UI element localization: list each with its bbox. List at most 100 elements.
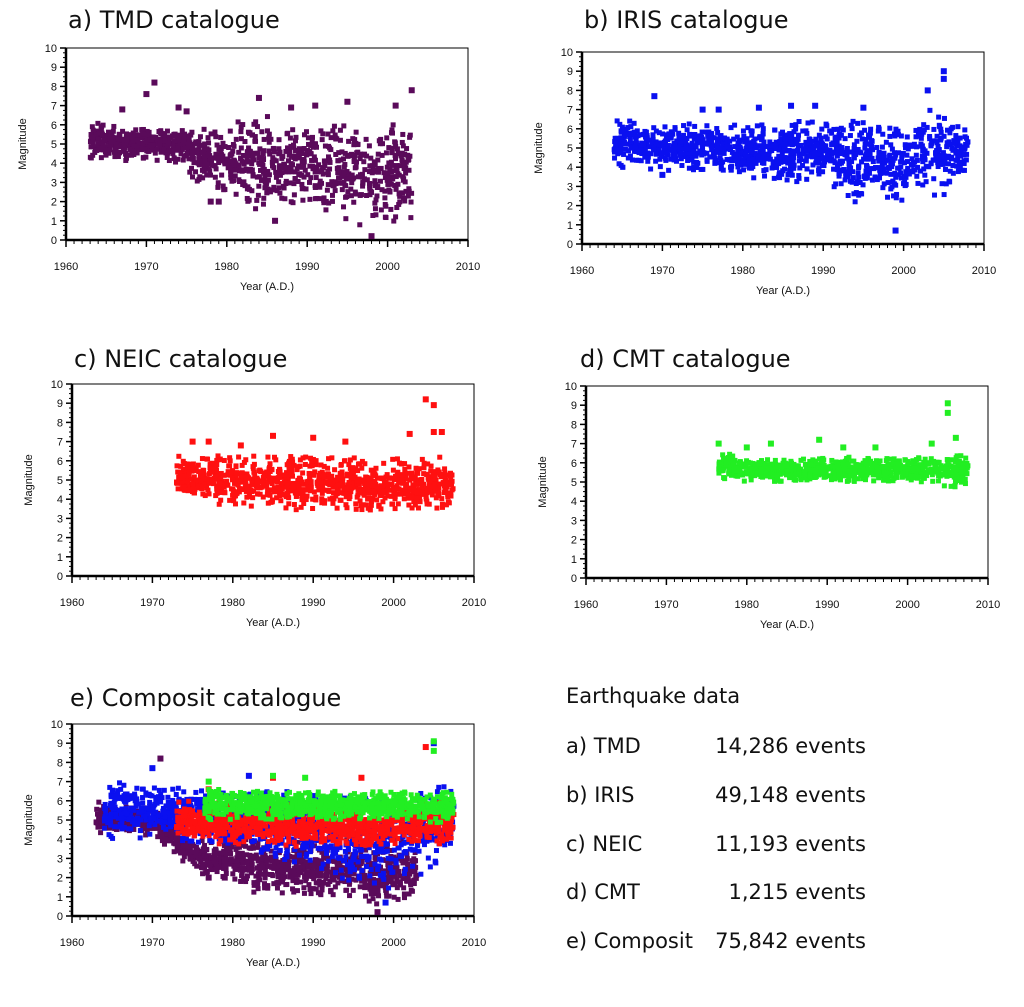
- data-point: [732, 468, 738, 474]
- data-point: [377, 492, 383, 498]
- data-point: [396, 479, 402, 485]
- data-point: [181, 466, 187, 472]
- data-point: [290, 483, 296, 489]
- data-point: [915, 474, 921, 480]
- data-point: [372, 491, 378, 497]
- data-point: [221, 157, 227, 163]
- data-point: [186, 471, 192, 477]
- data-point: [921, 475, 927, 481]
- data-point: [306, 486, 312, 492]
- data-point: [290, 480, 296, 486]
- data-point: [90, 127, 96, 133]
- data-point: [405, 152, 411, 158]
- data-point: [929, 469, 935, 475]
- data-point: [881, 167, 887, 173]
- data-point: [299, 181, 305, 187]
- data-point: [636, 150, 642, 156]
- data-point: [944, 466, 950, 472]
- data-point: [249, 161, 255, 167]
- data-point: [936, 147, 942, 153]
- data-point: [437, 472, 443, 478]
- data-point: [129, 152, 135, 158]
- data-point: [765, 144, 771, 150]
- data-point: [908, 477, 914, 483]
- data-point: [917, 126, 923, 132]
- data-point: [706, 129, 712, 135]
- data-point: [178, 474, 184, 480]
- data-point: [238, 145, 244, 151]
- data-point: [384, 472, 390, 478]
- data-point: [264, 169, 270, 175]
- data-point: [261, 148, 267, 154]
- data-point: [938, 129, 944, 135]
- data-point: [357, 172, 363, 178]
- data-point: [639, 150, 645, 156]
- data-point: [657, 164, 663, 170]
- data-point: [222, 144, 228, 150]
- data-point: [344, 194, 350, 200]
- data-point: [184, 145, 190, 151]
- data-point: [351, 199, 357, 205]
- data-point: [848, 122, 854, 128]
- data-point: [370, 472, 376, 478]
- data-point: [171, 131, 177, 137]
- data-point: [779, 150, 785, 156]
- data-point: [339, 187, 345, 193]
- x-tick-label: 1970: [134, 261, 158, 273]
- data-point: [809, 119, 815, 125]
- data-point: [343, 502, 349, 508]
- data-point: [116, 136, 122, 142]
- data-point: [613, 141, 619, 147]
- data-point: [885, 476, 891, 482]
- data-point: [397, 472, 403, 478]
- data-point: [359, 458, 365, 464]
- data-point: [694, 159, 700, 165]
- data-point: [689, 157, 695, 163]
- x-tick-label: 1970: [140, 937, 164, 949]
- x-axis-label: Year (A.D.): [246, 957, 300, 969]
- data-point: [275, 484, 281, 490]
- data-point: [892, 170, 898, 176]
- data-point: [961, 161, 967, 167]
- data-point: [140, 155, 146, 161]
- data-point: [99, 124, 105, 130]
- data-point: [755, 154, 761, 160]
- data-point: [343, 216, 349, 222]
- data-point: [348, 186, 354, 192]
- data-point: [183, 473, 189, 479]
- data-point: [310, 505, 316, 511]
- data-point: [660, 131, 666, 137]
- data-point: [181, 854, 187, 860]
- data-point: [855, 120, 861, 126]
- data-point: [700, 143, 706, 149]
- data-point: [390, 122, 396, 128]
- data-point: [952, 464, 958, 470]
- data-point: [371, 159, 377, 165]
- data-point: [266, 172, 272, 178]
- data-point: [901, 181, 907, 187]
- data-point: [277, 487, 283, 493]
- data-point: [314, 195, 320, 201]
- data-point: [838, 181, 844, 187]
- data-point: [263, 481, 269, 487]
- data-point: [260, 475, 266, 481]
- data-point: [828, 477, 834, 483]
- data-point: [718, 166, 724, 172]
- data-point: [388, 206, 394, 212]
- data-point: [319, 490, 325, 496]
- data-point: [375, 169, 381, 175]
- data-point: [317, 184, 323, 190]
- data-point: [270, 163, 276, 169]
- data-point: [716, 470, 722, 476]
- data-point: [297, 476, 303, 482]
- data-point: [829, 141, 835, 147]
- data-point: [280, 165, 286, 171]
- data-point: [191, 490, 197, 496]
- data-point: [260, 494, 266, 500]
- data-point: [130, 136, 136, 142]
- data-point: [864, 165, 870, 171]
- data-point: [921, 166, 927, 172]
- data-point: [831, 184, 837, 190]
- outlier-point: [788, 102, 795, 109]
- data-point: [405, 193, 411, 199]
